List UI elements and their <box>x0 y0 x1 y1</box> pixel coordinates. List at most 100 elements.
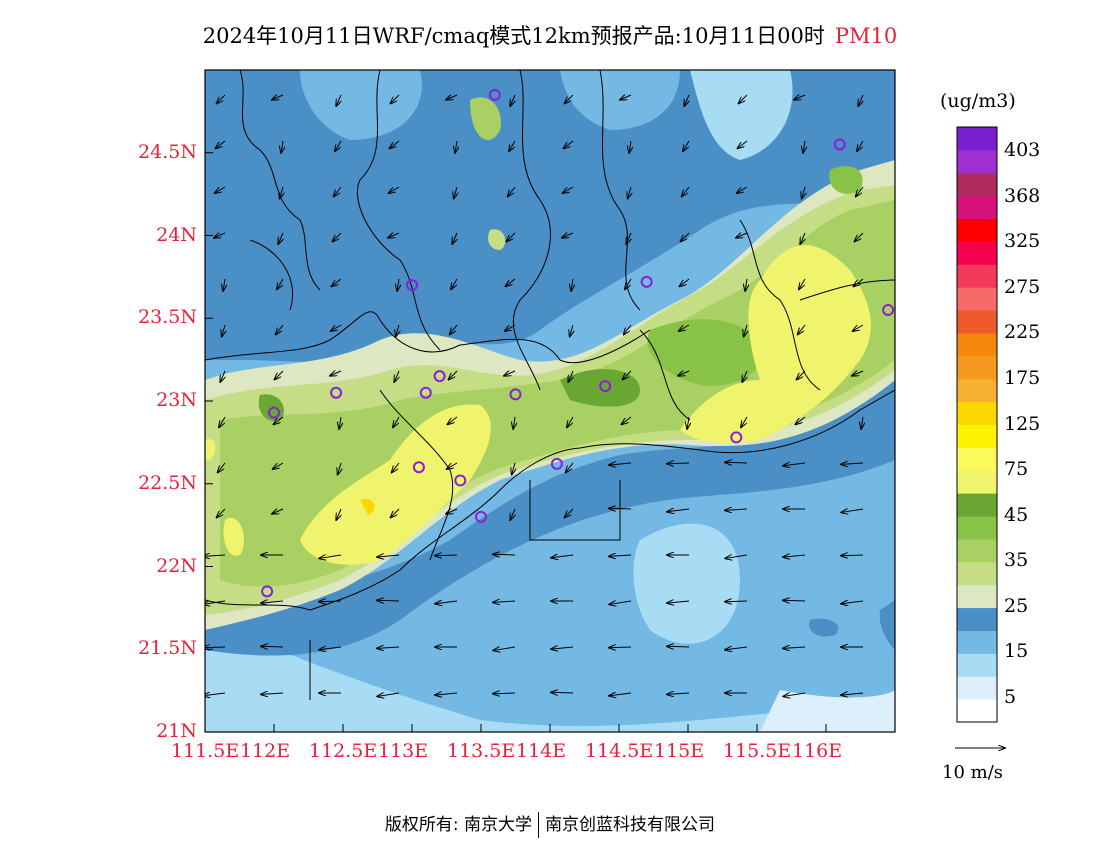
wind-vector <box>220 370 225 382</box>
wind-vector <box>667 509 690 512</box>
wind-vector <box>796 416 806 424</box>
wind-vector <box>510 508 515 520</box>
colorbar-label: 75 <box>1004 458 1029 481</box>
station-marker <box>330 386 343 399</box>
station-marker <box>406 279 418 292</box>
colorbar-bin <box>957 447 997 471</box>
wind-vector <box>205 693 226 696</box>
wind-vector <box>397 278 399 291</box>
wind-vector <box>214 233 226 238</box>
wind-vector <box>505 324 516 331</box>
colorbar-bin <box>957 149 997 174</box>
wind-vector <box>493 647 516 650</box>
lat-tick-label: 22N <box>156 554 197 577</box>
wind-vector <box>570 324 573 337</box>
station-marker <box>730 431 743 444</box>
wind-vector <box>687 416 689 429</box>
lon-tick-label: 115.5E <box>723 740 792 762</box>
wind-vector <box>512 462 515 475</box>
wind-vector <box>563 186 574 193</box>
lon-tick-label: 113.5E <box>447 740 516 762</box>
wind-vector <box>446 95 458 100</box>
colorbar-label: 125 <box>1004 412 1041 435</box>
wind-vector <box>392 462 400 472</box>
wind-vector <box>217 508 226 517</box>
colorbar-label: 275 <box>1004 275 1041 298</box>
lon-tick-label: 112.5E <box>309 740 378 762</box>
wind-vector <box>855 232 864 241</box>
wind-vector <box>507 232 516 241</box>
wind-vector <box>854 278 864 286</box>
station-marker <box>882 303 895 316</box>
colorbar-bin <box>957 172 997 197</box>
wind-vector <box>451 278 458 289</box>
wind-vector <box>272 509 284 514</box>
wind-vector <box>216 140 226 148</box>
colorbar-bin <box>957 310 997 334</box>
wind-vector <box>217 94 226 103</box>
wind-vector <box>377 600 400 601</box>
wind-vector <box>272 95 284 100</box>
wind-vector <box>331 324 342 331</box>
colorbar-label: 368 <box>1004 184 1041 207</box>
wind-vector <box>609 693 632 696</box>
wind-vector <box>609 601 632 604</box>
wind-vector <box>622 416 632 424</box>
station-marker <box>599 380 612 393</box>
wind-vector <box>623 370 632 379</box>
station-marker <box>488 88 501 101</box>
wind-vector <box>261 646 284 647</box>
wind-vector <box>681 232 690 241</box>
footer-left: 版权所有: 南京大学 <box>384 815 533 835</box>
wind-vector <box>455 140 457 153</box>
lon-tick-label: 113E <box>378 740 429 762</box>
wind-vector <box>857 140 864 151</box>
station-markers <box>261 88 895 598</box>
lon-tick-label: 111.5E <box>171 740 240 762</box>
wind-vector <box>725 647 748 650</box>
wind-vector <box>277 278 284 289</box>
colorbar-bin <box>957 378 997 403</box>
wind-vector <box>667 601 690 603</box>
colorbar-bin <box>957 332 997 357</box>
wind-vector <box>280 186 283 199</box>
wind-vector <box>222 324 225 337</box>
wind-vector <box>783 600 806 601</box>
lat-tick-label: 21N <box>156 720 197 742</box>
wind-vector <box>680 278 690 286</box>
colorbar-label: 325 <box>1004 230 1041 253</box>
wind-vector <box>609 508 632 509</box>
wind-vector <box>449 370 458 379</box>
wind-vector <box>841 693 864 695</box>
lon-tick-label: 115E <box>654 740 705 762</box>
wind-vector <box>508 186 516 196</box>
station-marker <box>509 388 522 401</box>
wind-vector <box>205 647 226 648</box>
wind-vector <box>447 462 458 469</box>
wind-vector <box>667 693 690 694</box>
wind-vector <box>725 555 748 558</box>
colorbar-unit: (ug/m3) <box>940 90 1016 112</box>
wind-vector <box>609 463 632 465</box>
concentration-field <box>205 70 895 732</box>
wind-vector <box>452 232 457 244</box>
wind-vector <box>336 508 341 520</box>
wind-vector <box>219 416 226 427</box>
station-marker <box>268 406 280 419</box>
wind-vector <box>391 508 400 517</box>
colorbar-bin <box>957 630 997 654</box>
wind-vector <box>332 278 342 286</box>
wind-reference-label: 10 m/s <box>942 762 1003 783</box>
wind-vector <box>564 140 574 148</box>
wind-vector <box>679 324 690 331</box>
wind-vector <box>335 140 342 151</box>
station-marker <box>419 386 432 399</box>
lon-tick-label: 114E <box>516 740 567 762</box>
wind-vector <box>551 692 574 693</box>
wind-vector <box>629 140 631 153</box>
wind-vector <box>506 278 516 286</box>
wind-vector <box>841 463 864 464</box>
lon-tick-label: 112E <box>240 740 291 762</box>
wind-vector <box>389 186 400 193</box>
